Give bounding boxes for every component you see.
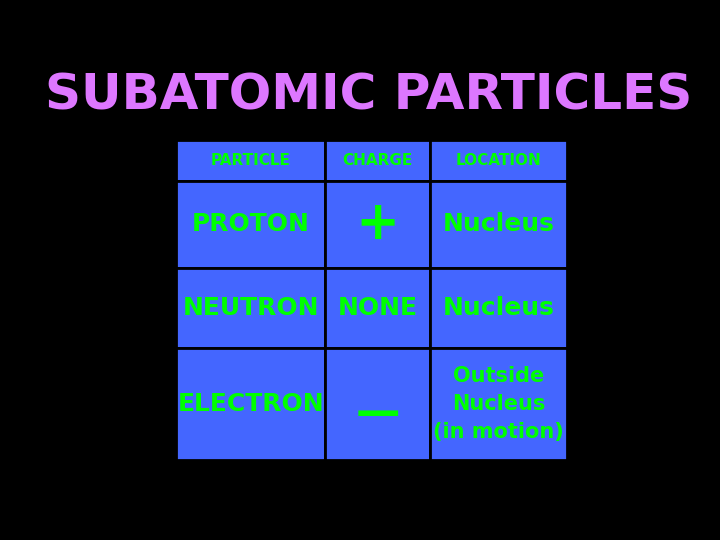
Bar [176, 181, 325, 268]
Text: Nucleus: Nucleus [443, 212, 554, 237]
Bar [431, 140, 567, 181]
Bar [176, 268, 325, 348]
Bar [325, 181, 431, 268]
Text: Nucleus: Nucleus [443, 296, 554, 320]
Text: Outside
Nucleus
(in motion): Outside Nucleus (in motion) [433, 366, 564, 442]
Text: —: — [356, 390, 400, 434]
Bar [176, 348, 325, 460]
Text: NONE: NONE [338, 296, 418, 320]
Bar [325, 268, 431, 348]
Text: PROTON: PROTON [192, 212, 310, 237]
Text: PARTICLE: PARTICLE [211, 153, 291, 168]
Bar [431, 348, 567, 460]
Bar [325, 140, 431, 181]
Text: LOCATION: LOCATION [456, 153, 541, 168]
Text: +: + [356, 199, 400, 251]
Text: SUBATOMIC PARTICLES: SUBATOMIC PARTICLES [45, 72, 693, 120]
Bar [325, 348, 431, 460]
Text: ELECTRON: ELECTRON [177, 392, 324, 416]
Bar [431, 181, 567, 268]
Bar [431, 268, 567, 348]
Text: CHARGE: CHARGE [343, 153, 413, 168]
Text: NEUTRON: NEUTRON [182, 296, 319, 320]
Bar [176, 140, 325, 181]
